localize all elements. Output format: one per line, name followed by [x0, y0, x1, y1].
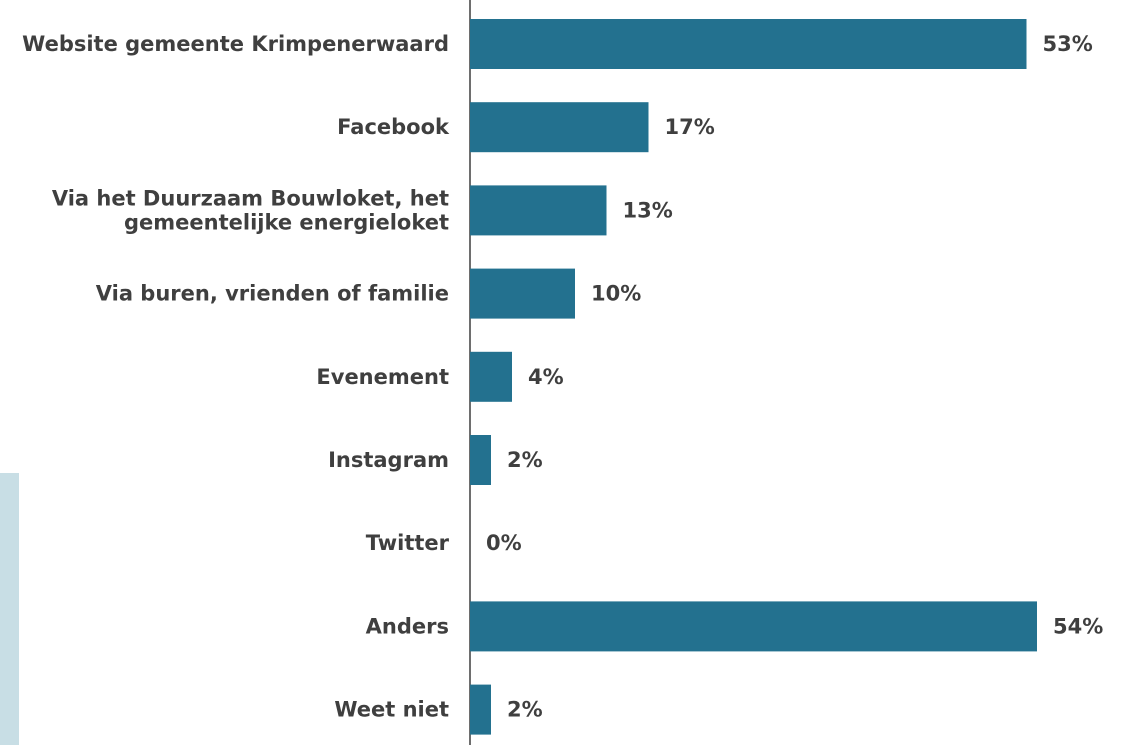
side-panel [0, 473, 19, 745]
category-label: Anders [366, 614, 449, 638]
category-label-line: Via het Duurzaam Bouwloket, het [52, 186, 449, 210]
value-label: 2% [507, 698, 543, 722]
value-label: 0% [486, 531, 522, 555]
bar [470, 601, 1037, 652]
category-label-line: Weet niet [334, 698, 449, 722]
category-label: Facebook [337, 115, 450, 139]
category-label: Website gemeente Krimpenerwaard [22, 32, 449, 56]
bar [470, 185, 607, 236]
category-label-line: Twitter [366, 531, 450, 555]
labels-layer: 53% Website gemeente Krimpenerwaard 17% Fac… [22, 32, 1103, 722]
bar [470, 268, 575, 319]
bar [470, 102, 649, 153]
value-label: 54% [1053, 614, 1103, 638]
category-label: Via buren, vrienden of familie [96, 282, 449, 306]
category-label-line: Instagram [328, 448, 449, 472]
bar [470, 435, 491, 485]
value-label: 17% [665, 115, 715, 139]
category-label: Via het Duurzaam Bouwloket, het gemeentel… [52, 186, 449, 234]
value-label: 10% [591, 282, 641, 306]
category-label-line: Facebook [337, 115, 450, 139]
bar [470, 351, 512, 402]
value-label: 4% [528, 365, 564, 389]
category-label-line: gemeentelijke energieloket [124, 210, 449, 234]
value-label: 53% [1043, 32, 1093, 56]
value-label: 2% [507, 448, 543, 472]
bar [470, 684, 491, 735]
value-label: 13% [623, 198, 673, 222]
category-label-line: Anders [366, 614, 449, 638]
category-label: Evenement [316, 365, 449, 389]
category-label-line: Evenement [316, 365, 449, 389]
bar [470, 19, 1027, 69]
bars-layer [470, 19, 1037, 735]
category-label-line: Via buren, vrienden of familie [96, 282, 449, 306]
category-label: Twitter [366, 531, 450, 555]
category-label-line: Website gemeente Krimpenerwaard [22, 32, 449, 56]
category-label: Weet niet [334, 698, 449, 722]
category-label: Instagram [328, 448, 449, 472]
